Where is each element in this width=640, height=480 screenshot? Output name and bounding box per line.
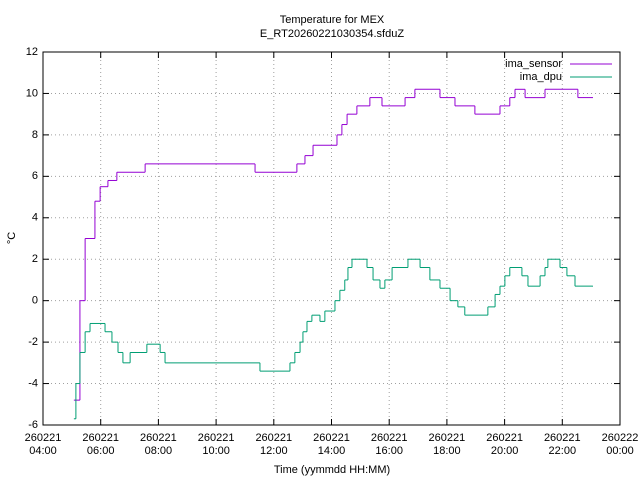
chart-title: Temperature for MEX — [280, 14, 385, 26]
x-tick-label: 260221 16:00 — [371, 432, 408, 457]
y-tick-label: 6 — [32, 170, 38, 182]
chart-subtitle: E_RT20260221030354.sfduZ — [260, 28, 404, 40]
legend-label: ima_dpu — [520, 71, 562, 83]
y-tick-label: 8 — [32, 129, 38, 141]
x-tick-label: 260222 00:00 — [602, 432, 639, 457]
legend-label: ima_sensor — [505, 58, 562, 70]
x-tick-label: 260221 12:00 — [255, 432, 292, 457]
series — [73, 258, 594, 420]
x-axis-label: Time (yymmdd HH:MM) — [274, 464, 390, 476]
y-tick-label: -2 — [28, 336, 38, 348]
y-tick-label: -6 — [28, 419, 38, 431]
y-tick-label: 4 — [32, 212, 38, 224]
y-tick-label: 10 — [26, 87, 38, 99]
x-tick-label: 260221 18:00 — [429, 432, 466, 457]
x-tick-label: 260221 04:00 — [25, 432, 62, 457]
x-tick-label: 260221 22:00 — [544, 432, 581, 457]
y-axis-label: °C — [6, 232, 18, 244]
x-tick-label: 260221 14:00 — [313, 432, 350, 457]
x-tick-label: 260221 06:00 — [82, 432, 119, 457]
y-tick-label: 12 — [26, 46, 38, 58]
y-tick-label: -4 — [28, 377, 38, 389]
x-tick-label: 260221 20:00 — [486, 432, 523, 457]
y-tick-label: 2 — [32, 253, 38, 265]
plot-border — [42, 51, 621, 426]
x-tick-label: 260221 08:00 — [140, 432, 177, 457]
y-tick-label: 0 — [32, 295, 38, 307]
x-tick-label: 260221 10:00 — [198, 432, 235, 457]
series — [73, 88, 594, 401]
